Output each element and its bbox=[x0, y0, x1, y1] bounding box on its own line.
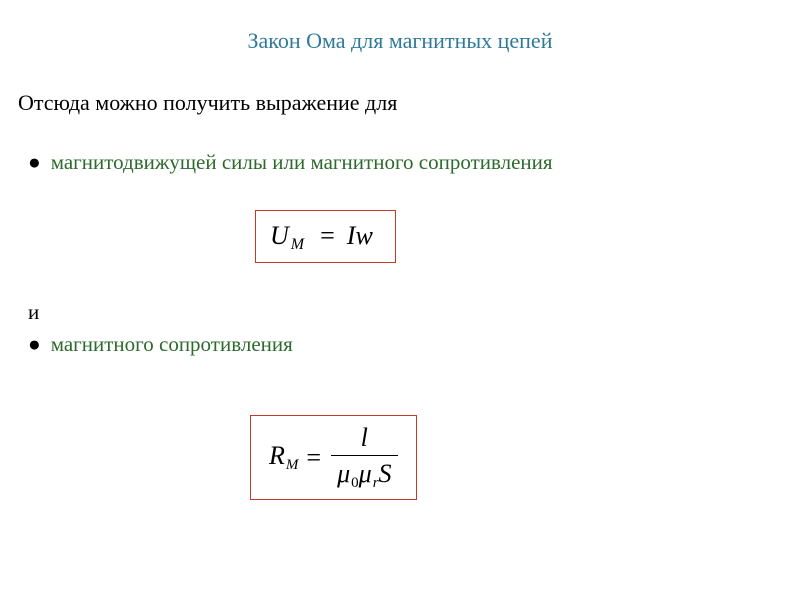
eq1-equals: = bbox=[320, 221, 335, 250]
eq2-equals: = bbox=[306, 443, 321, 473]
equation-2: RМ = l μ0μrS bbox=[269, 424, 398, 491]
eq2-sub-M: М bbox=[286, 457, 299, 473]
eq2-S: S bbox=[379, 459, 392, 488]
eq1-sub-M: М bbox=[291, 236, 304, 253]
eq1-rhs: Iw bbox=[347, 221, 373, 250]
and-text: и bbox=[28, 300, 39, 325]
eq2-numerator: l bbox=[355, 424, 374, 455]
eq2-fraction: l μ0μrS bbox=[331, 424, 397, 491]
eq2-mu0: μ0 bbox=[337, 459, 359, 488]
intro-text: Отсюда можно получить выражение для bbox=[18, 90, 397, 116]
equation-2-box: RМ = l μ0μrS bbox=[250, 415, 417, 500]
bullet2-label: магнитного сопротивления bbox=[51, 332, 293, 356]
eq2-R: R bbox=[269, 441, 285, 470]
equation-1: UМ = Iw bbox=[270, 221, 373, 250]
slide-title: Закон Ома для магнитных цепей bbox=[0, 28, 800, 54]
bullet-item-1: ● магнитодвижущей силы или магнитного соп… bbox=[28, 150, 553, 175]
eq2-denominator: μ0μrS bbox=[331, 455, 397, 492]
bullet1-label: магнитодвижущей силы или магнитного сопр… bbox=[51, 150, 553, 174]
eq2-mur: μr bbox=[359, 459, 379, 488]
equation-1-box: UМ = Iw bbox=[255, 210, 396, 263]
bullet-item-2: ● магнитного сопротивления bbox=[28, 332, 293, 357]
bullet-dot-icon: ● bbox=[28, 150, 41, 174]
eq1-U: U bbox=[270, 221, 289, 250]
bullet-dot-icon: ● bbox=[28, 332, 41, 356]
slide: Закон Ома для магнитных цепей Отсюда мож… bbox=[0, 0, 800, 600]
eq2-lhs: RМ bbox=[269, 441, 298, 474]
